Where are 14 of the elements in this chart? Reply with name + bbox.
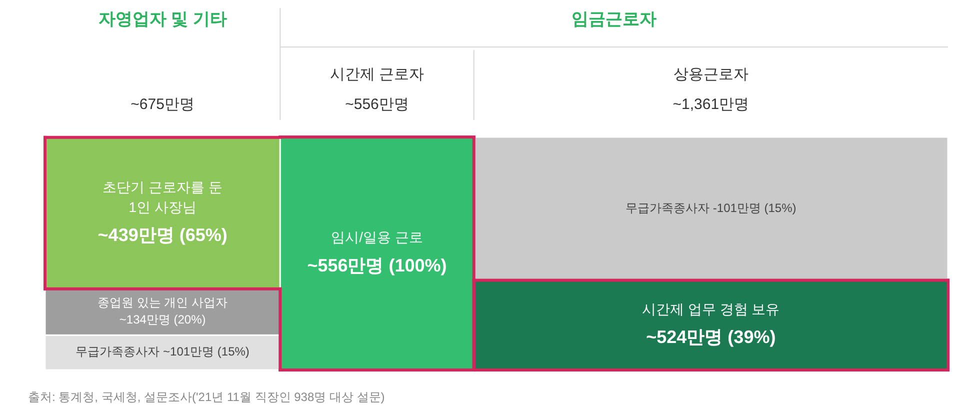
category-label: 상용근로자 [673, 66, 748, 83]
source-note: 출처: 통계청, 국세청, 설문조사('21년 11월 직장인 938명 대상 설문) [28, 390, 385, 404]
data-label: ~1,361만명 [672, 96, 750, 113]
data-label: ~556만명 [345, 96, 409, 113]
data-label: 종업원 있는 개인 사업자 ~134만명 (20%) [98, 296, 228, 327]
text: 임금근로자 [572, 9, 657, 28]
category-label: 자영업자 및 기타 [98, 9, 227, 28]
data-label: 무급가족종사자 ~101만명 (15%) [76, 344, 250, 359]
data-label: 무급가족종사자 -101만명 (15%) [626, 200, 796, 215]
data-label: 임시/일용 근로 ~556만명 (100%) [307, 229, 447, 276]
data-label: 초단기 근로자를 둔 1인 사장님 ~439만명 (65%) [98, 178, 228, 245]
data-label: ~675만명 [130, 96, 194, 113]
category-label: 시간제 근로자 [330, 66, 424, 83]
data-label: 시간제 업무 경험 보유 ~524만명 (39%) [642, 300, 780, 347]
